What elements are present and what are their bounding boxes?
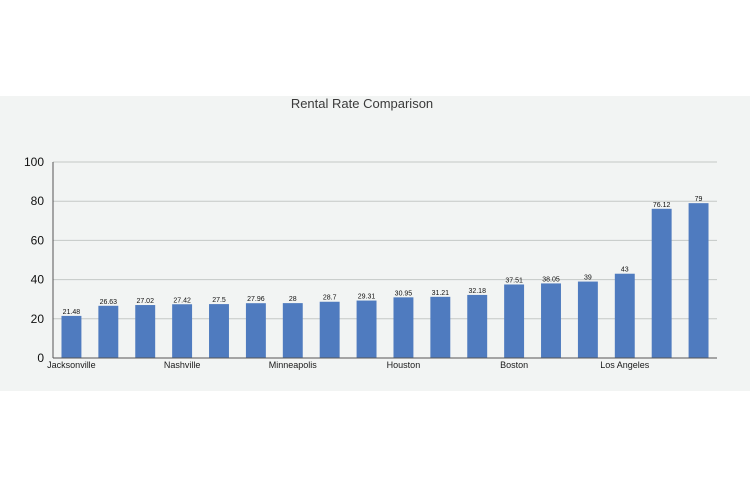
data-label: 79 — [695, 196, 703, 203]
x-category-label: Houston — [387, 360, 421, 370]
data-label: 27.02 — [136, 298, 154, 305]
labels: 0 20 40 60 80 100 21.48 Jacksonville 26.63 27.02 2… — [24, 155, 703, 370]
data-label: 39 — [584, 275, 592, 282]
y-tick-label: 60 — [31, 233, 45, 247]
bar — [245, 303, 266, 358]
data-label: 28 — [289, 296, 297, 303]
bar — [282, 303, 303, 358]
data-label: 26.63 — [100, 299, 118, 306]
bar — [541, 283, 561, 358]
bar — [393, 297, 414, 358]
data-label: 43 — [621, 267, 629, 274]
y-tick-label: 80 — [31, 194, 45, 208]
data-label: 27.5 — [212, 297, 226, 304]
bar — [356, 300, 377, 358]
bar — [209, 304, 229, 358]
bar — [688, 203, 709, 358]
y-tick-label: 0 — [37, 351, 44, 365]
bar — [172, 304, 193, 358]
bar — [98, 305, 119, 358]
bar — [319, 301, 340, 358]
chart-panel: Rental Rate Comparison 0 20 40 60 80 100 21.48… — [0, 96, 750, 391]
x-category-label: Nashville — [164, 360, 201, 370]
bar — [614, 273, 635, 358]
y-tick-label: 100 — [24, 155, 44, 169]
x-category-label: Boston — [500, 360, 528, 370]
bar — [467, 294, 488, 358]
bar — [135, 305, 156, 358]
data-label: 31.21 — [432, 290, 450, 297]
data-label: 27.42 — [173, 297, 191, 304]
data-label: 32.18 — [468, 288, 486, 295]
data-label: 21.48 — [63, 309, 81, 316]
bar — [504, 284, 525, 358]
bar — [651, 208, 672, 358]
data-label: 38.05 — [542, 276, 560, 283]
x-category-label: Los Angeles — [600, 360, 650, 370]
data-label: 27.96 — [247, 296, 265, 303]
gridlines — [53, 161, 717, 320]
bar — [577, 281, 598, 358]
bars — [61, 203, 709, 358]
data-label: 29.31 — [358, 294, 376, 301]
bar — [430, 296, 451, 358]
y-tick-label: 20 — [31, 312, 45, 326]
axes — [52, 162, 717, 359]
chart-title: Rental Rate Comparison — [291, 96, 433, 111]
data-label: 28.7 — [323, 295, 337, 302]
x-category-label: Minneapolis — [269, 360, 318, 370]
y-tick-label: 40 — [31, 273, 45, 287]
data-label: 76.12 — [653, 202, 671, 209]
data-label: 30.95 — [395, 290, 413, 297]
bar — [61, 315, 82, 358]
x-category-label: Jacksonville — [47, 360, 96, 370]
data-label: 37.51 — [505, 277, 523, 284]
bar-chart: Rental Rate Comparison 0 20 40 60 80 100 21.48… — [24, 96, 717, 370]
